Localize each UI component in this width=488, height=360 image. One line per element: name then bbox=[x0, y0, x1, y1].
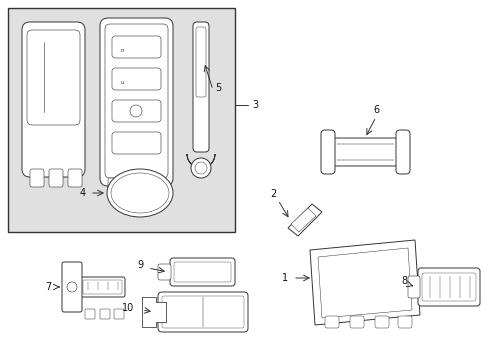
Text: 5: 5 bbox=[215, 83, 221, 93]
FancyBboxPatch shape bbox=[332, 138, 397, 166]
FancyBboxPatch shape bbox=[407, 276, 419, 298]
FancyBboxPatch shape bbox=[100, 309, 110, 319]
FancyBboxPatch shape bbox=[320, 130, 334, 174]
FancyBboxPatch shape bbox=[80, 277, 125, 297]
FancyBboxPatch shape bbox=[196, 27, 205, 97]
Circle shape bbox=[115, 168, 164, 218]
FancyBboxPatch shape bbox=[22, 22, 85, 177]
FancyBboxPatch shape bbox=[421, 273, 475, 301]
Text: 6: 6 bbox=[372, 105, 378, 115]
FancyBboxPatch shape bbox=[395, 130, 409, 174]
Polygon shape bbox=[290, 208, 315, 232]
Circle shape bbox=[191, 158, 210, 178]
Bar bbox=[8, 8, 235, 232]
FancyBboxPatch shape bbox=[158, 292, 247, 332]
Text: 8: 8 bbox=[400, 276, 406, 286]
Circle shape bbox=[110, 163, 170, 223]
FancyBboxPatch shape bbox=[152, 178, 165, 196]
Text: 3: 3 bbox=[251, 100, 258, 110]
FancyBboxPatch shape bbox=[108, 178, 122, 196]
FancyBboxPatch shape bbox=[112, 36, 161, 58]
Wedge shape bbox=[186, 154, 215, 168]
Text: 1: 1 bbox=[282, 273, 287, 283]
Polygon shape bbox=[142, 297, 165, 327]
Polygon shape bbox=[287, 204, 321, 236]
Circle shape bbox=[130, 105, 142, 117]
FancyBboxPatch shape bbox=[374, 316, 388, 328]
Circle shape bbox=[195, 162, 206, 174]
FancyBboxPatch shape bbox=[100, 18, 173, 186]
FancyBboxPatch shape bbox=[162, 296, 244, 328]
FancyBboxPatch shape bbox=[174, 262, 230, 282]
Text: 2: 2 bbox=[269, 189, 276, 199]
Polygon shape bbox=[309, 240, 419, 325]
Text: n: n bbox=[120, 48, 123, 53]
Text: 9: 9 bbox=[137, 260, 143, 270]
FancyBboxPatch shape bbox=[193, 22, 208, 152]
FancyBboxPatch shape bbox=[30, 169, 44, 187]
FancyBboxPatch shape bbox=[170, 258, 235, 286]
FancyBboxPatch shape bbox=[68, 169, 82, 187]
Text: 7: 7 bbox=[45, 282, 51, 292]
FancyBboxPatch shape bbox=[85, 309, 95, 319]
Polygon shape bbox=[317, 248, 411, 318]
FancyBboxPatch shape bbox=[158, 264, 171, 280]
FancyBboxPatch shape bbox=[112, 100, 161, 122]
FancyBboxPatch shape bbox=[130, 178, 143, 196]
FancyBboxPatch shape bbox=[397, 316, 411, 328]
Text: 4: 4 bbox=[80, 188, 86, 198]
FancyBboxPatch shape bbox=[27, 30, 80, 125]
Circle shape bbox=[67, 282, 77, 292]
FancyBboxPatch shape bbox=[112, 68, 161, 90]
FancyBboxPatch shape bbox=[105, 24, 168, 178]
FancyBboxPatch shape bbox=[114, 309, 124, 319]
FancyBboxPatch shape bbox=[49, 169, 63, 187]
FancyBboxPatch shape bbox=[62, 262, 82, 312]
FancyBboxPatch shape bbox=[349, 316, 363, 328]
FancyBboxPatch shape bbox=[325, 316, 338, 328]
Text: u: u bbox=[120, 80, 123, 85]
Ellipse shape bbox=[107, 169, 173, 217]
FancyBboxPatch shape bbox=[83, 280, 122, 294]
FancyBboxPatch shape bbox=[417, 268, 479, 306]
Ellipse shape bbox=[111, 173, 169, 213]
Text: 10: 10 bbox=[122, 303, 134, 313]
FancyBboxPatch shape bbox=[112, 132, 161, 154]
